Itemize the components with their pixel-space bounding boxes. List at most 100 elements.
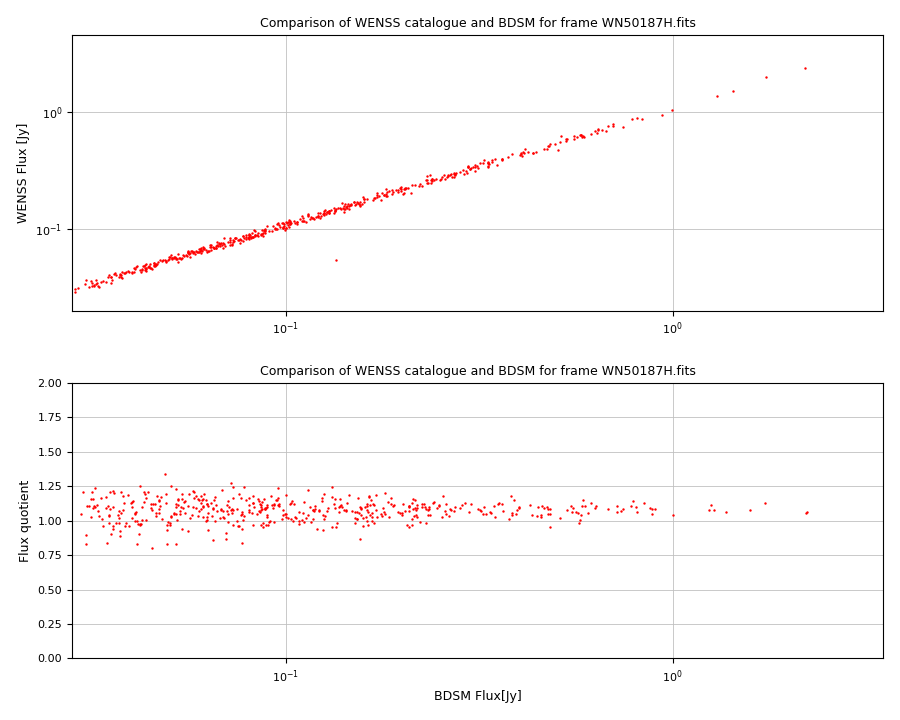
Point: [337, 206, 351, 217]
Point: [435, 171, 449, 183]
Point: [322, 206, 337, 217]
Point: [216, 505, 230, 516]
Point: [526, 148, 540, 159]
Point: [335, 197, 349, 209]
Point: [132, 264, 147, 276]
Point: [514, 148, 528, 160]
Point: [515, 150, 529, 161]
Point: [238, 494, 253, 505]
Point: [248, 230, 262, 241]
Point: [277, 224, 292, 235]
Point: [606, 118, 620, 130]
Point: [108, 266, 122, 278]
Point: [377, 507, 392, 518]
Point: [246, 497, 260, 508]
Point: [152, 494, 166, 505]
Point: [284, 217, 298, 229]
Point: [112, 518, 126, 529]
Point: [335, 501, 349, 513]
Point: [223, 236, 238, 248]
Point: [256, 227, 270, 238]
Point: [636, 498, 651, 509]
Point: [228, 233, 242, 244]
Point: [376, 502, 391, 513]
Point: [758, 498, 772, 509]
Point: [192, 495, 206, 506]
Point: [481, 158, 495, 169]
Point: [518, 143, 532, 155]
Point: [384, 184, 399, 196]
Point: [222, 240, 237, 251]
Point: [200, 246, 214, 258]
Point: [406, 493, 420, 505]
Point: [271, 482, 285, 494]
Point: [196, 501, 211, 513]
Point: [207, 242, 221, 253]
Point: [285, 495, 300, 507]
Point: [332, 501, 347, 513]
Point: [206, 241, 220, 253]
Point: [578, 500, 592, 512]
Point: [400, 519, 414, 531]
Point: [308, 503, 322, 515]
Point: [201, 524, 215, 536]
Point: [163, 251, 177, 263]
Point: [387, 500, 401, 511]
Point: [301, 209, 315, 220]
Point: [275, 222, 290, 233]
Point: [742, 504, 757, 516]
Point: [398, 182, 412, 194]
Point: [366, 517, 381, 528]
Point: [162, 251, 176, 263]
Point: [485, 154, 500, 166]
Point: [276, 217, 291, 229]
Point: [341, 204, 356, 215]
Point: [410, 504, 424, 516]
Point: [164, 480, 178, 492]
Point: [254, 229, 268, 240]
Point: [543, 521, 557, 532]
Point: [220, 495, 235, 507]
Point: [86, 502, 100, 513]
Point: [169, 501, 184, 513]
Point: [481, 160, 495, 171]
Point: [181, 246, 195, 257]
Point: [408, 502, 422, 513]
Point: [181, 248, 195, 259]
Point: [487, 500, 501, 511]
Point: [154, 491, 168, 503]
Point: [304, 211, 319, 222]
Point: [266, 499, 281, 510]
Point: [102, 510, 116, 521]
Point: [159, 255, 174, 266]
Point: [644, 503, 658, 514]
Point: [479, 508, 493, 520]
Point: [610, 507, 625, 518]
Point: [112, 513, 127, 524]
Point: [193, 243, 207, 255]
Point: [665, 104, 680, 116]
Point: [370, 188, 384, 199]
Point: [494, 153, 508, 165]
Point: [164, 250, 178, 261]
Point: [205, 503, 220, 514]
Point: [258, 520, 273, 531]
Point: [614, 505, 628, 517]
Point: [231, 520, 246, 531]
Point: [200, 514, 214, 526]
Point: [231, 488, 246, 500]
Point: [482, 158, 496, 170]
Point: [302, 213, 317, 225]
Point: [181, 526, 195, 537]
Point: [347, 196, 362, 207]
Point: [380, 186, 394, 198]
Point: [569, 506, 583, 518]
Point: [405, 513, 419, 524]
Point: [134, 518, 148, 530]
Point: [460, 161, 474, 173]
Point: [230, 503, 245, 515]
Point: [577, 131, 591, 143]
Point: [336, 202, 350, 214]
Point: [171, 248, 185, 260]
Point: [361, 506, 375, 518]
